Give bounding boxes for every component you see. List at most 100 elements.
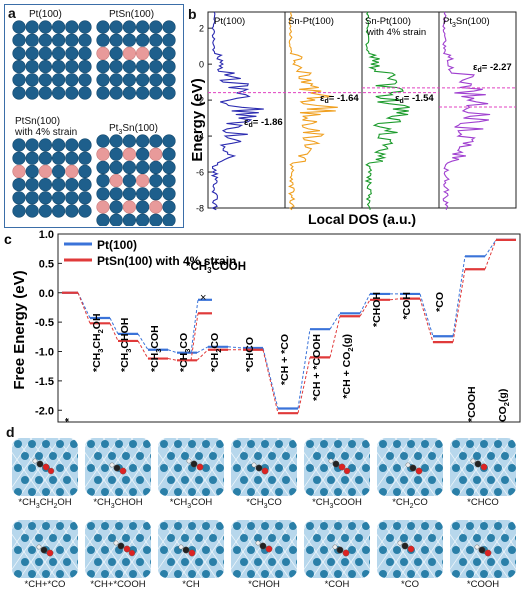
slab-label-pt100: Pt(100) bbox=[29, 9, 62, 20]
pt-atom bbox=[282, 452, 290, 460]
pt-atom bbox=[369, 559, 370, 565]
pt-atom bbox=[181, 476, 189, 484]
pt-atom bbox=[122, 73, 136, 87]
config-tile-svg bbox=[231, 438, 297, 496]
pt-atom bbox=[379, 464, 387, 472]
pt-atom bbox=[136, 558, 144, 566]
pt-atom bbox=[122, 187, 136, 201]
pt-atom bbox=[508, 440, 516, 448]
pt-atom bbox=[268, 534, 276, 542]
pt-atom bbox=[42, 488, 50, 496]
pt-atom bbox=[393, 464, 401, 472]
fe-branch-connector bbox=[190, 313, 199, 361]
pt-atom bbox=[202, 440, 210, 448]
pt-atom bbox=[313, 476, 321, 484]
dos-band-center-lines bbox=[208, 87, 516, 108]
pt-atom bbox=[122, 160, 136, 174]
pt-atom bbox=[466, 570, 474, 578]
adsorbate-atom bbox=[470, 458, 476, 464]
fe-connector bbox=[227, 346, 244, 349]
pt-atom bbox=[94, 476, 102, 484]
pt-atom bbox=[240, 534, 248, 542]
adsorbate-atom bbox=[332, 544, 338, 550]
pt-atom bbox=[473, 476, 481, 484]
pt-atom bbox=[487, 558, 495, 566]
pt-atom bbox=[63, 476, 71, 484]
sn-atom bbox=[96, 147, 110, 161]
pt-atom bbox=[160, 546, 168, 554]
pt-atom bbox=[51, 164, 66, 178]
config-tile-label: *CH3COH bbox=[169, 497, 213, 510]
pt-atom bbox=[136, 86, 150, 100]
adsorbate-atom bbox=[401, 542, 409, 550]
config-tile-svg bbox=[158, 438, 224, 496]
fe-series-lines bbox=[62, 238, 516, 415]
pt-atom bbox=[223, 477, 224, 483]
pt-atom bbox=[341, 558, 349, 566]
dos-ytick-label: 2 bbox=[199, 24, 204, 34]
pt-atom bbox=[306, 464, 314, 472]
pt-atom bbox=[109, 86, 123, 100]
pt-atom bbox=[108, 452, 116, 460]
adsorbate-atom bbox=[196, 463, 204, 471]
sn-atom bbox=[149, 200, 163, 214]
pt-atom bbox=[254, 534, 262, 542]
pt-atom bbox=[275, 464, 283, 472]
pt-atom bbox=[56, 546, 64, 554]
fe-connector bbox=[167, 358, 178, 361]
pt-atom bbox=[421, 488, 429, 496]
pt-atom bbox=[306, 570, 314, 578]
pt-atom bbox=[428, 558, 436, 566]
panel-d-adsorption-configs: d *CH3CH2OH *CH3CHOH *CH3COH *CH3CO *CH3COOH… bbox=[4, 424, 522, 596]
fe-state-label: *COOH bbox=[466, 386, 478, 422]
pt-atom bbox=[78, 151, 92, 165]
pt-atom bbox=[362, 464, 370, 472]
pt-atom bbox=[115, 522, 123, 530]
pt-atom bbox=[56, 440, 64, 448]
pt-atom bbox=[369, 453, 370, 459]
pt-atom bbox=[275, 570, 283, 578]
pt-atom bbox=[56, 570, 64, 578]
pt-atom bbox=[195, 558, 203, 566]
panel-b-letter: b bbox=[188, 6, 197, 22]
pt-atom bbox=[136, 534, 144, 542]
pt-atom bbox=[122, 86, 136, 100]
pt-atom bbox=[65, 138, 79, 152]
pt-atom bbox=[149, 174, 163, 188]
pt-atom bbox=[515, 559, 516, 565]
legend-label-ptsn: PtSn(100) with 4% strain bbox=[97, 254, 236, 268]
fe-ytick-label: -1.5 bbox=[35, 376, 54, 388]
pt-atom bbox=[386, 452, 394, 460]
pt-atom bbox=[149, 86, 163, 100]
pt-atom bbox=[12, 178, 26, 192]
config-tile-svg bbox=[377, 520, 443, 578]
pt-atom bbox=[435, 440, 443, 448]
pt-atom bbox=[122, 476, 130, 484]
pt-atom bbox=[14, 570, 22, 578]
config-tile bbox=[450, 520, 516, 578]
pt-atom bbox=[181, 452, 189, 460]
dos-xlabel: Local DOS (a.u.) bbox=[308, 211, 416, 227]
sn-atom bbox=[65, 164, 79, 178]
pt-atom bbox=[14, 522, 22, 530]
pt-atom bbox=[167, 534, 175, 542]
pt-atom bbox=[108, 558, 116, 566]
pt-atom bbox=[25, 151, 39, 165]
pt-atom bbox=[313, 452, 321, 460]
pt-atom bbox=[428, 476, 436, 484]
config-tile-label: *COH bbox=[324, 579, 350, 590]
pt-atom bbox=[233, 464, 241, 472]
pt-atom bbox=[320, 488, 328, 496]
pt-atom bbox=[400, 534, 408, 542]
pt-atom bbox=[473, 452, 481, 460]
pt-atom bbox=[452, 546, 460, 554]
dos-ed-pt: εd= -1.86 bbox=[244, 117, 283, 129]
pt-atom bbox=[28, 522, 36, 530]
pt-atom bbox=[65, 86, 79, 100]
pt-atom bbox=[202, 570, 210, 578]
config-tile-svg bbox=[12, 438, 78, 496]
pt-atom bbox=[386, 558, 394, 566]
pt-atom bbox=[428, 452, 436, 460]
pt-atom bbox=[35, 534, 43, 542]
pt-atom bbox=[341, 476, 349, 484]
